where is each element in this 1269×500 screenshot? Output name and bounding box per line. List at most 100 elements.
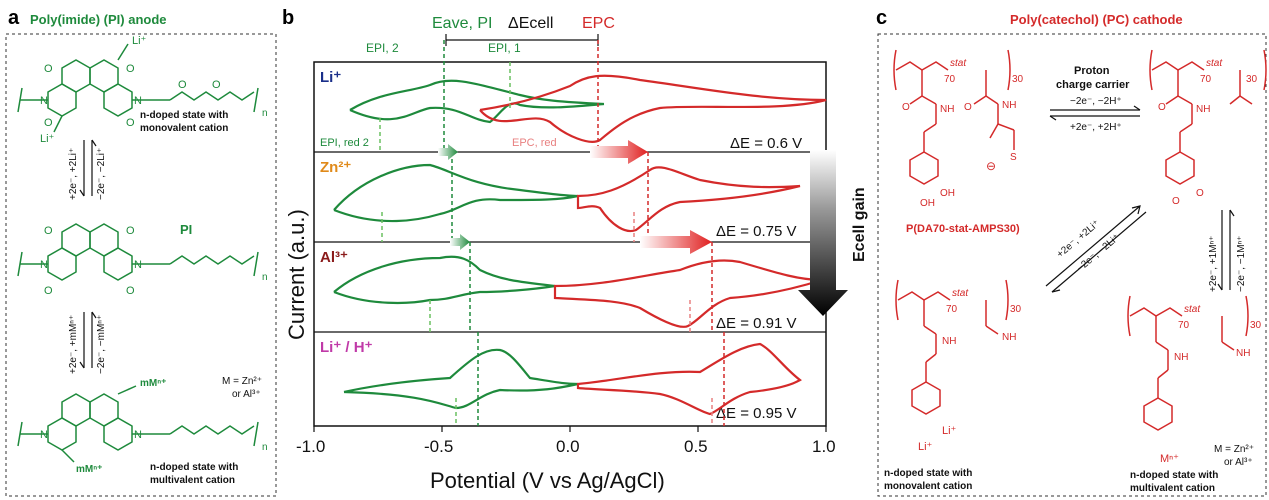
shift-arrow-red [590, 140, 648, 164]
ion-label-lih: Li⁺ / H⁺ [320, 339, 373, 356]
x-axis-ticks [313, 426, 827, 432]
subscript-70: 70 [1178, 320, 1190, 331]
panel-a-title: Poly(imide) (PI) anode [30, 12, 167, 27]
pi-molecule-middle [17, 223, 259, 281]
pc-monomer-top-left [893, 49, 1015, 185]
potential-markers [379, 40, 725, 426]
atom-n: N [40, 95, 48, 107]
equilibrium-arrow-1 [79, 139, 97, 197]
atom-nh: NH [940, 104, 954, 115]
atom-o: O [126, 285, 135, 297]
atom-n-subscript: n [262, 272, 268, 283]
metal-note-line1: M = Zn²⁺ [1214, 444, 1254, 455]
panel-c-frame [877, 33, 1267, 497]
e-ave-label: Eave, PI [432, 15, 492, 32]
panel-c: c Poly(catechol) (PC) cathode stat 70 30 [876, 7, 1267, 497]
delta-e-li: ΔE = 0.6 V [730, 135, 802, 152]
subscript-30: 30 [1010, 304, 1022, 315]
pi-label: PI [180, 222, 192, 237]
state-top-line2: monovalent cation [140, 123, 228, 134]
atom-o: O [1172, 196, 1180, 207]
proton-label-line1: Proton [1074, 65, 1110, 77]
atom-o: O [126, 225, 135, 237]
atom-n: N [134, 259, 142, 271]
li-equilibrium-arrow [1045, 205, 1147, 293]
atom-o: O [964, 102, 972, 113]
pi-molecule-top [17, 43, 259, 133]
x-axis-label: Potential (V vs Ag/AgCl) [430, 468, 665, 493]
atom-o: O [178, 79, 187, 91]
atom-s: S [1010, 152, 1017, 163]
e-red2-label: EPI, red 2 [320, 137, 369, 149]
li-ion-label: Li⁺ [942, 425, 957, 437]
state-bottom-line1: n-doped state with [150, 462, 238, 473]
subscript-70: 70 [1200, 74, 1212, 85]
atom-o: O [44, 117, 53, 129]
state-right-line2: multivalent cation [1130, 483, 1215, 494]
proton-forward-label: −2e⁻, −2H⁺ [1070, 96, 1122, 107]
atom-o: O [212, 79, 221, 91]
polymer-name: P(DA70-stat-AMPS30) [906, 223, 1020, 235]
x-tick-label: 0.5 [684, 437, 708, 456]
state-right-line1: n-doped state with [1130, 470, 1218, 481]
li-ion-label: Li⁺ [918, 441, 933, 453]
arrow1-reverse-label: −2e⁻, −2Li⁺ [96, 148, 107, 200]
e-pc-label: EPC [582, 15, 615, 32]
multivalent-forward-label: +2e⁻, +1Mⁿ⁺ [1208, 236, 1219, 292]
delta-e-zn: ΔE = 0.75 V [716, 223, 797, 240]
multivalent-ion-label: mMⁿ⁺ [140, 378, 166, 389]
atom-o: O [44, 63, 53, 75]
atom-o: O [1196, 188, 1204, 199]
multivalent-reverse-label: −2e⁻, −1Mⁿ⁺ [1236, 236, 1247, 292]
pc-monomer-bottom-right [1127, 295, 1249, 431]
e-pi1-label: EPI, 1 [488, 41, 521, 55]
x-tick-label: -1.0 [296, 437, 325, 456]
panel-a-frame [5, 33, 277, 497]
li-ion-label: Li⁺ [40, 133, 55, 145]
arrow1-forward-label: +2e⁻, +2Li⁺ [68, 148, 79, 200]
atom-o: O [1158, 102, 1166, 113]
atom-o: O [44, 225, 53, 237]
atom-n: N [40, 259, 48, 271]
pc-monomer-top-right [1149, 49, 1267, 185]
proton-reverse-label: +2e⁻, +2H⁺ [1070, 122, 1122, 133]
proton-label-line2: charge carrier [1056, 79, 1130, 91]
cv-curves-li [349, 74, 827, 143]
state-top-line1: n-doped state with [140, 110, 228, 121]
cv-curves-al [333, 255, 823, 328]
pi-molecule-bottom [17, 385, 259, 463]
metal-note-line2: or Al³⁺ [232, 389, 261, 400]
e-pc-red-label: EPC, red [512, 137, 557, 149]
subscript-30: 30 [1246, 74, 1258, 85]
panel-b-letter: b [282, 7, 294, 29]
pc-monomer-bottom-left [895, 279, 1009, 415]
cv-curves-zn [333, 163, 801, 233]
ion-label-li: Li⁺ [320, 69, 341, 86]
multivalent-ion-label: Mⁿ⁺ [1160, 453, 1179, 465]
stat-label: stat [1206, 58, 1223, 69]
arrow2-forward-label: +2e⁻, +mMⁿ⁺ [68, 315, 79, 374]
atom-oh: OH [920, 198, 935, 209]
x-tick-label: 1.0 [812, 437, 836, 456]
delta-e-cell-label: ΔEcell [508, 15, 553, 32]
shift-arrow-red [640, 230, 712, 254]
stat-label: stat [950, 58, 967, 69]
subscript-30: 30 [1250, 320, 1262, 331]
atom-n-subscript: n [262, 108, 268, 119]
atom-nh: NH [1236, 348, 1250, 359]
ecell-gain-arrow [798, 150, 848, 316]
panel-c-letter: c [876, 7, 887, 29]
state-bottom-line2: multivalent cation [150, 475, 235, 486]
stat-label: stat [1184, 304, 1201, 315]
stat-label: stat [952, 288, 969, 299]
atom-n: N [134, 429, 142, 441]
panel-b: b Eave, PI ΔEcell EPC EPI, 2 EPI, 1 Li⁺ … [282, 7, 868, 493]
atom-n: N [40, 429, 48, 441]
plot-frame [313, 61, 827, 427]
atom-nh: NH [1002, 332, 1016, 343]
ion-label-zn: Zn²⁺ [320, 159, 351, 176]
atom-nh: NH [1196, 104, 1210, 115]
x-tick-label: 0.0 [556, 437, 580, 456]
metal-note-line2: or Al³⁺ [1224, 457, 1253, 468]
